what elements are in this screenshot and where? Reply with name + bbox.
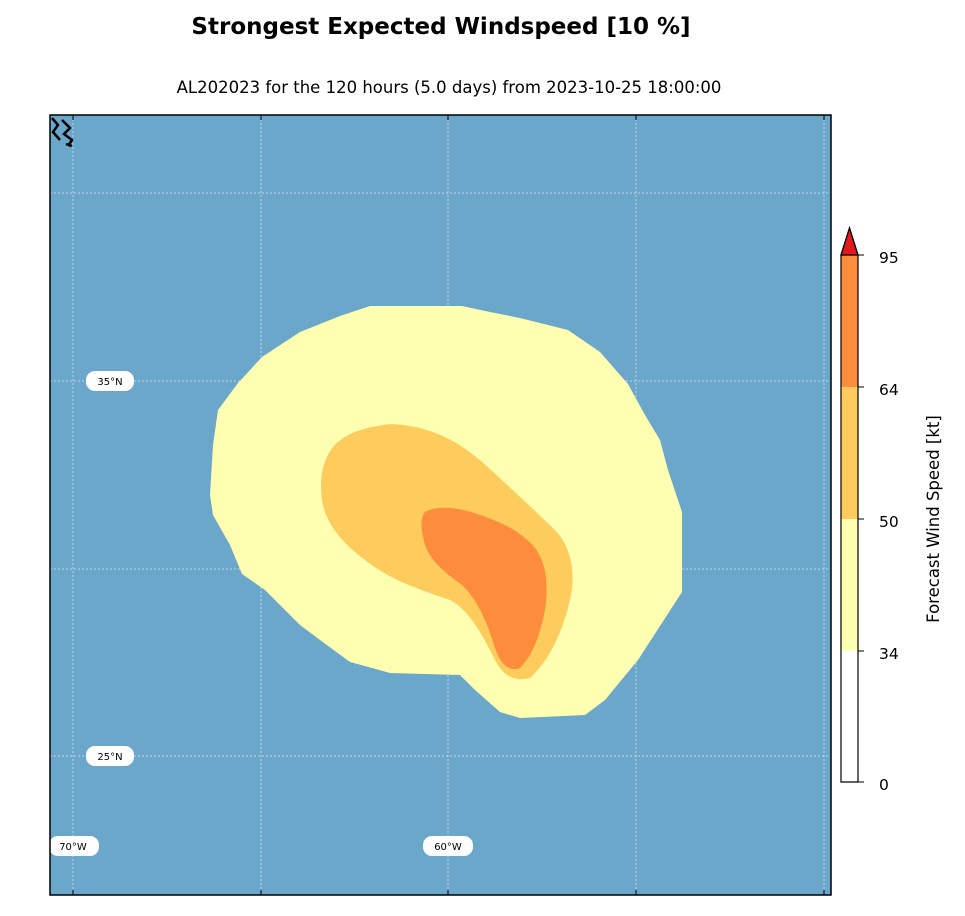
map-frame-ticks [72,115,825,895]
lon-label-70: 70°W [49,836,99,856]
colorbar-band-50-64 [841,387,858,519]
lat-label-35-text: 35°N [97,377,122,388]
plot-subtitle: AL202023 for the 120 hours (5.0 days) fr… [176,78,722,97]
lon-label-60: 60°W [423,836,473,856]
lon-label-70-box [49,836,99,856]
lat-label-25-box [86,746,134,766]
colorbar-band-64-95 [841,255,858,387]
plot-title: Strongest Expected Windspeed [10 %] [191,14,691,40]
lat-label-35-box [86,371,134,391]
lon-label-70-text: 70°W [59,842,87,853]
colorbar-outline [840,226,859,783]
colorbar-label: Forecast Wind Speed [kt] [924,415,943,623]
colorbar: 95 64 50 34 0 Forecast Wind Speed [kt] [840,226,943,794]
lat-label-35: 35°N [86,371,134,391]
lat-label-25: 25°N [86,746,134,766]
lat-label-25-text: 25°N [97,752,122,763]
colorbar-tick-label-95: 95 [879,249,899,267]
colorbar-tick-label-34: 34 [879,645,899,663]
colorbar-tick-label-50: 50 [879,513,899,531]
coastline-fragment [51,117,74,148]
contour-64kt [421,507,547,670]
colorbar-band-34-50 [841,519,858,651]
lon-label-60-box [423,836,473,856]
colorbar-extend-arrow [840,226,859,256]
map-frame [49,114,832,896]
colorbar-tick-label-0: 0 [879,776,889,794]
colorbar-tick-label-64: 64 [879,381,899,399]
colorbar-band-0-34 [841,651,858,782]
lon-label-60-text: 60°W [434,842,462,853]
